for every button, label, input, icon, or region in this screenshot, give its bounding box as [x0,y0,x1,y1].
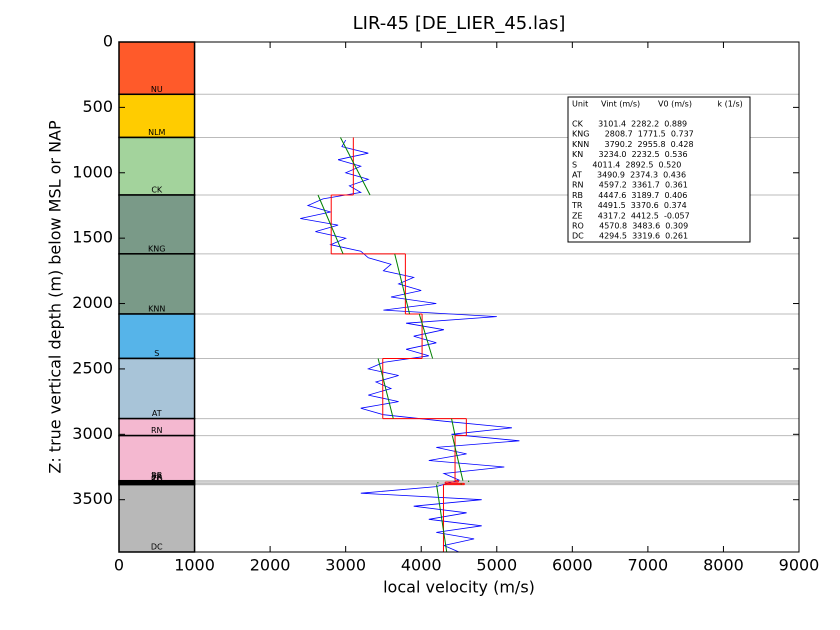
unit-label: RB [151,471,162,480]
unit-label: KNN [148,305,165,314]
unit-label: NU [151,85,163,94]
x-tick-label: 4000 [401,556,442,575]
unit-block [118,483,196,553]
y-tick-label: 3000 [72,424,113,443]
table-row: DC 4294.5 3319.6 0.261 [572,232,688,241]
table-row: KN 3234.0 2232.5 0.536 [572,150,688,159]
unit-label: TR [151,473,163,482]
y-tick-label: 1000 [72,162,113,181]
y-tick-label: 1500 [72,228,113,247]
table-row: TR 4491.5 3370.6 0.374 [571,201,687,210]
table-row: KNG 2808.7 1771.5 0.737 [572,130,694,139]
unit-label: NLM [148,128,165,137]
x-tick-label: 7000 [628,556,669,575]
linear-trend [436,484,448,553]
x-tick-label: 6000 [552,556,593,575]
table-row: S 4011.4 2892.5 0.520 [572,160,681,169]
x-tick-label: 3000 [325,556,366,575]
velocity-log [300,139,520,553]
plot-frame [118,41,800,553]
table-row: AT 3490.9 2374.3 0.436 [572,171,686,180]
linear-trend [340,137,371,196]
x-tick-label: 2000 [250,556,291,575]
linear-trend [418,313,434,359]
table-row: RO 4570.8 3483.6 0.309 [572,222,688,231]
unit-block [118,41,196,96]
x-tick-label: 8000 [703,556,744,575]
linear-trend [451,435,464,481]
x-tick-label: 5000 [476,556,517,575]
table-row: CK 3101.4 2282.2 0.889 [572,120,687,129]
y-axis-label: Z: true vertical depth (m) below MSL or … [46,120,65,474]
table-box [567,96,751,243]
x-axis-label: local velocity (m/s) [383,578,535,597]
unit-label: RO [151,475,163,484]
y-tick-label: 2000 [72,293,113,312]
unit-label: AT [152,409,162,418]
unit-label: KNG [148,244,165,253]
table-row: KNN 3790.2 2955.8 0.428 [572,140,694,149]
unit-label: CK [151,186,163,195]
linear-trend [377,358,394,419]
table-row: RN 4597.2 3361.7 0.361 [572,181,688,190]
x-tick-label: 9000 [779,556,820,575]
y-tick-label: 3500 [72,489,113,508]
table-header: Unit Vint (m/s) V0 (m/s) k (1/s) [572,100,743,109]
linear-trend [394,253,411,315]
linear-trend [317,194,344,255]
y-tick-label: 2500 [72,358,113,377]
unit-label: RN [151,426,163,435]
linear-trend [451,418,456,436]
chart-title: LIR-45 [DE_LIER_45.las] [353,13,566,34]
unit-label: ZE [152,474,163,483]
y-tick-label: 0 [103,32,113,51]
table-row: RB 4447.6 3189.7 0.406 [572,191,687,200]
unit-block [118,357,196,420]
unit-label: S [154,349,159,358]
y-tick-label: 500 [82,97,113,116]
unit-label: DC [151,543,163,552]
table-row: ZE 4317.2 4412.5 -0.057 [572,211,690,220]
x-tick-label: 1000 [174,556,215,575]
x-tick-label: 0 [114,556,124,575]
